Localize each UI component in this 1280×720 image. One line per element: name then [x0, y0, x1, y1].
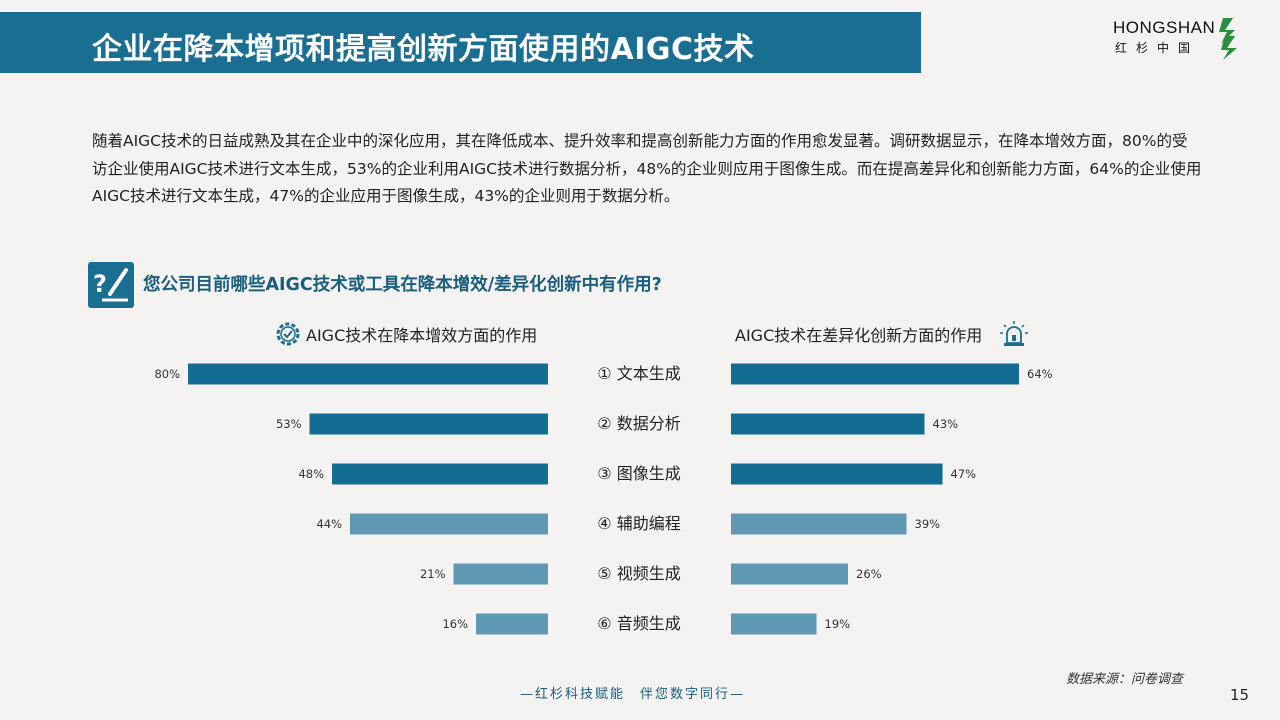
data-label-right-5: 26%: [856, 567, 882, 581]
bar-right-1: [731, 363, 1019, 385]
gear-check-icon: [276, 322, 300, 346]
logo-text: HONGSHAN: [1113, 18, 1216, 37]
butterfly-bar-chart: 80% ① 文本生成 64% 53% ② 数据分析 43% 48% ③ 图像生成 47% 44% ④…: [154, 363, 1053, 635]
page-number: 15: [1230, 686, 1250, 704]
category-label-6: ⑥ 音频生成: [597, 614, 680, 633]
intro-paragraph: 随着AIGC技术的日益成熟及其在企业中的深化应用，其在降低成本、提升效率和提高创…: [92, 132, 1202, 205]
bar-right-4: [731, 513, 907, 535]
bar-left-5: [453, 563, 548, 585]
left-panel-title: AIGC技术在降本增效方面的作用: [306, 326, 538, 345]
title-bar: 企业在降本增项和提高创新方面使用的AIGC技术: [0, 12, 921, 73]
category-label-5: ⑤ 视频生成: [597, 564, 680, 583]
survey-question: 您公司目前哪些AIGC技术或工具在降本增效/差异化创新中有作用?: [143, 275, 662, 295]
question-pencil-icon: ?: [88, 262, 134, 308]
bar-right-5: [731, 563, 848, 585]
data-label-left-4: 44%: [316, 517, 342, 531]
hongshan-logo: HONGSHAN 红杉中国: [1113, 18, 1243, 64]
bar-right-6: [731, 613, 817, 635]
data-label-left-6: 16%: [442, 617, 468, 631]
bar-right-3: [731, 463, 943, 485]
logo-cn-text: 红杉中国: [1115, 41, 1200, 55]
data-label-left-5: 21%: [420, 567, 446, 581]
right-panel-title: AIGC技术在差异化创新方面的作用: [735, 326, 983, 345]
data-label-right-6: 19%: [825, 617, 851, 631]
bar-left-3: [332, 463, 548, 485]
data-label-right-4: 39%: [915, 517, 941, 531]
svg-text:?: ?: [93, 270, 107, 298]
page-title: 企业在降本增项和提高创新方面使用的AIGC技术: [92, 32, 755, 67]
bar-left-2: [309, 413, 548, 435]
data-label-right-2: 43%: [933, 417, 959, 431]
category-label-2: ② 数据分析: [597, 414, 680, 433]
hongshan-logo-icon: [1219, 18, 1237, 60]
data-source: 数据来源：问卷调查: [1066, 672, 1184, 687]
category-label-4: ④ 辅助编程: [597, 514, 680, 533]
data-label-right-1: 64%: [1027, 367, 1053, 381]
data-label-right-3: 47%: [951, 467, 977, 481]
data-label-left-2: 53%: [276, 417, 302, 431]
category-label-3: ③ 图像生成: [597, 464, 680, 483]
alarm-lamp-icon: [1000, 321, 1028, 346]
bar-left-4: [350, 513, 548, 535]
footer-slogan: —红杉科技赋能 伴您数字同行—: [520, 687, 746, 702]
data-label-left-1: 80%: [154, 367, 180, 381]
category-label-1: ① 文本生成: [597, 364, 680, 383]
bar-left-1: [188, 363, 548, 385]
bar-left-6: [476, 613, 548, 635]
bar-right-2: [731, 413, 925, 435]
data-label-left-3: 48%: [298, 467, 324, 481]
